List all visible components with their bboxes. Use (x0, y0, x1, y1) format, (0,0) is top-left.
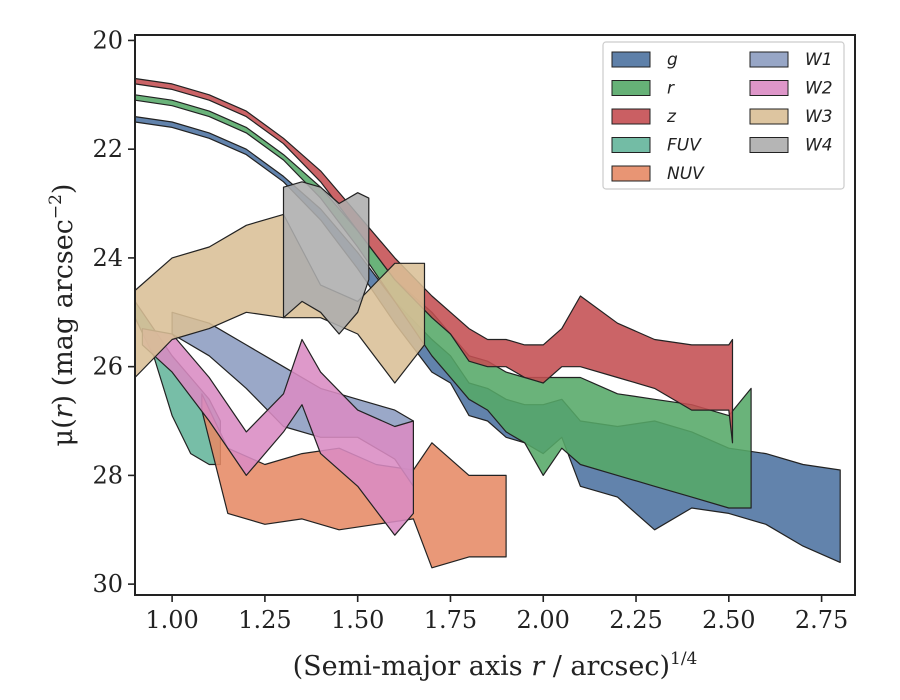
band-w3 (134, 213, 426, 384)
y-tick-label: 26 (92, 353, 123, 381)
x-tick-label: 2.25 (609, 606, 662, 634)
y-tick-label: 22 (92, 135, 123, 163)
legend-label-w3: W3 (805, 107, 833, 127)
y-tick-label: 28 (92, 461, 123, 489)
x-axis: 1.00 1.25 1.50 1.75 2.00 2.25 2.50 2.75 (145, 595, 848, 634)
profile-bands (134, 77, 841, 569)
legend-label-g: g (667, 50, 678, 70)
x-tick-label: 1.00 (145, 606, 198, 634)
x-tick-label: 2.75 (795, 606, 848, 634)
legend-label-w1: W1 (805, 50, 833, 70)
legend-swatch-w1 (749, 51, 789, 68)
legend-swatch-g (611, 51, 651, 68)
legend-swatch-r (611, 80, 651, 96)
legend-label-w4: W4 (805, 136, 833, 156)
legend-label-w2: W2 (805, 79, 833, 99)
legend-label-r: r (667, 79, 675, 99)
legend-swatch-fuv (611, 137, 651, 153)
legend: grz FUV NUV W1 W2 W3 W4 (602, 41, 845, 190)
legend-swatch-w2 (749, 80, 789, 96)
y-axis: 20 22 24 26 28 30 (92, 26, 135, 598)
x-tick-label: 1.75 (424, 606, 477, 634)
x-tick-label: 1.25 (238, 606, 291, 634)
band-w2 (141, 328, 414, 536)
x-axis-label: (Semi-major axis r / arcsec)1/4 (293, 649, 698, 682)
y-axis-label: μ(r) (mag arcsec−2) (46, 184, 79, 447)
plot-frame (134, 34, 856, 596)
legend-label-z: z (666, 107, 677, 127)
legend-label-fuv: FUV (667, 136, 702, 156)
y-tick-label: 30 (92, 570, 123, 598)
band-w4 (282, 181, 370, 335)
x-tick-label: 2.00 (517, 606, 570, 634)
legend-swatch-w3 (749, 108, 789, 125)
legend-swatch-w4 (749, 137, 789, 153)
legend-label-nuv: NUV (667, 164, 705, 184)
legend-swatch-z (611, 108, 651, 125)
y-tick-label: 24 (92, 244, 123, 272)
y-tick-label: 20 (92, 26, 123, 54)
legend-swatch-nuv (611, 165, 651, 182)
x-tick-label: 1.50 (331, 606, 384, 634)
x-tick-label: 2.50 (702, 606, 755, 634)
